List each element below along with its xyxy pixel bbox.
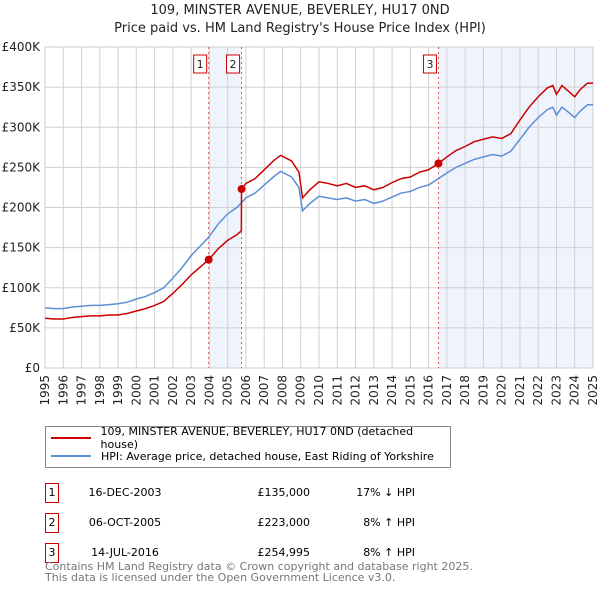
price-paid-line <box>44 82 593 320</box>
sale-label: 3 <box>426 58 433 71</box>
x-tick-label: 2007 <box>257 375 271 406</box>
x-tick-label: 2008 <box>275 375 289 406</box>
x-tick-label: 2019 <box>476 375 490 406</box>
y-tick-label: £100K <box>2 281 42 295</box>
x-tick-label: 1999 <box>111 375 125 406</box>
x-tick-label: 2002 <box>166 375 180 406</box>
x-tick-label: 2005 <box>221 375 235 406</box>
sale-label-box <box>422 54 437 74</box>
sale-marker-box: 1 <box>45 483 59 503</box>
sale-price: £254,995 <box>257 546 311 559</box>
sale-date: 06-OCT-2005 <box>88 516 162 529</box>
x-tick-label: 2013 <box>367 375 381 406</box>
sale-label-box <box>226 54 241 74</box>
legend-label-hpi: HPI: Average price, detached house, East… <box>101 449 434 463</box>
y-tick-label: £0 <box>25 361 40 375</box>
x-tick-label: 2024 <box>568 375 582 406</box>
x-tick-label: 2000 <box>129 375 143 406</box>
footer: Contains HM Land Registry data © Crown c… <box>45 561 473 583</box>
sale-date: 14-JUL-2016 <box>91 546 159 559</box>
legend: 109, MINSTER AVENUE, BEVERLEY, HU17 0ND … <box>45 425 451 468</box>
sale-row: 2 06-OCT-2005 £223,000 8% ↑ HPI <box>45 513 445 533</box>
sale-point <box>204 255 213 264</box>
footer-line-2: This data is licensed under the Open Gov… <box>45 571 396 584</box>
x-tick-label: 2006 <box>239 375 253 406</box>
hpi-line <box>44 104 593 310</box>
x-tick-label: 2017 <box>440 375 454 406</box>
x-tick-label: 2021 <box>513 375 527 406</box>
y-tick-label: £400K <box>2 40 42 54</box>
sale-date: 16-DEC-2003 <box>88 486 162 499</box>
x-tick-label: 1996 <box>56 375 70 406</box>
x-tick-label: 2012 <box>349 375 363 406</box>
legend-swatch-price <box>51 437 91 439</box>
x-tick-label: 2025 <box>586 375 600 406</box>
x-tick-label: 2001 <box>148 375 162 406</box>
legend-swatch-hpi <box>51 455 91 457</box>
x-tick-label: 2023 <box>549 375 563 406</box>
y-tick-label: £200K <box>2 201 42 215</box>
y-tick-label: £250K <box>2 160 42 174</box>
plot-area: 1995 1996 1997 1998 1999 2000 2001 2002 2003 2004… <box>2 40 600 406</box>
x-tick-label: 2004 <box>202 375 216 406</box>
x-tick-label: 2015 <box>403 375 417 406</box>
x-tick-label: 1997 <box>75 375 89 406</box>
y-tick-label: £150K <box>2 241 42 255</box>
sale-hpi-diff: 8% ↑ HPI <box>363 516 415 529</box>
y-tick-label: £300K <box>2 120 42 134</box>
x-tick-label: 2016 <box>422 375 436 406</box>
sale-price: £223,000 <box>257 516 311 529</box>
x-tick-label: 2018 <box>458 375 472 406</box>
chart-title: 109, MINSTER AVENUE, BEVERLEY, HU17 0ND <box>150 3 450 18</box>
x-tick-label: 2014 <box>385 375 399 406</box>
y-tick-label: £350K <box>2 80 42 94</box>
sale-point <box>434 159 443 168</box>
sale-point <box>237 185 246 194</box>
sale-row: 1 16-DEC-2003 £135,000 17% ↓ HPI <box>45 483 445 503</box>
sale-label: 1 <box>197 58 204 71</box>
footer-line-1: Contains HM Land Registry data © Crown c… <box>45 560 473 573</box>
x-tick-label: 2011 <box>330 375 344 406</box>
x-tick-label: 1995 <box>38 375 52 406</box>
x-tick-label: 2020 <box>495 375 509 406</box>
x-tick-label: 2009 <box>294 375 308 406</box>
x-tick-label: 2003 <box>184 375 198 406</box>
sale-hpi-diff: 17% ↓ HPI <box>356 486 415 499</box>
sale-price: £135,000 <box>257 486 311 499</box>
chart-subtitle: Price paid vs. HM Land Registry's House … <box>114 21 486 36</box>
x-tick-label: 2010 <box>312 375 326 406</box>
sale-label-box <box>193 54 208 74</box>
legend-label-price: 109, MINSTER AVENUE, BEVERLEY, HU17 0ND … <box>100 425 414 451</box>
sale-marker-box: 3 <box>45 543 59 563</box>
x-tick-label: 1998 <box>93 375 107 406</box>
sale-label: 2 <box>230 58 237 71</box>
y-tick-label: £50K <box>9 321 41 335</box>
plot-border <box>44 46 594 369</box>
sale-row: 3 14-JUL-2016 £254,995 8% ↑ HPI <box>45 543 445 563</box>
x-tick-label: 2022 <box>531 375 545 406</box>
sale-hpi-diff: 8% ↑ HPI <box>363 546 415 559</box>
sale-marker-box: 2 <box>45 513 59 533</box>
